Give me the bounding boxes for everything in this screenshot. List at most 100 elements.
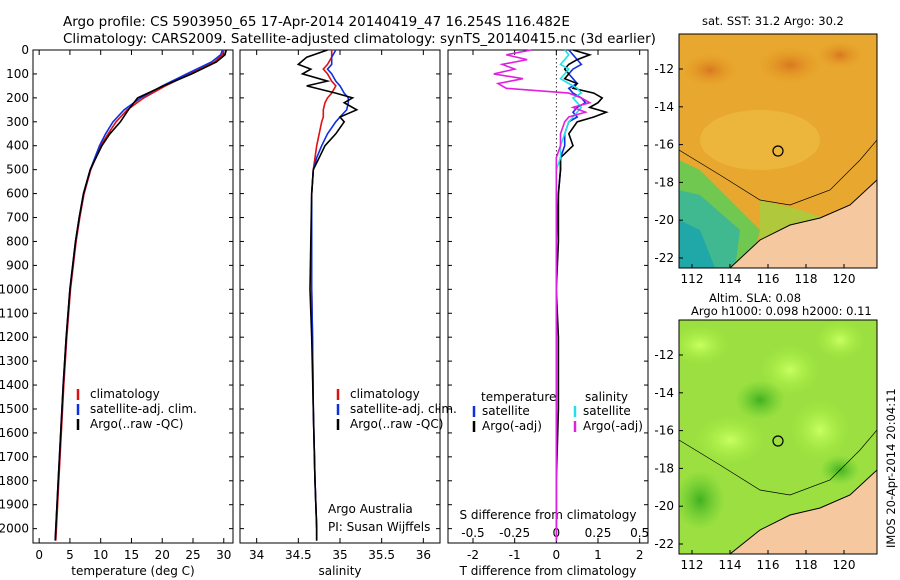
map-ytick-label: -12 (654, 348, 674, 362)
depth-tick-label: 1500 (0, 402, 29, 416)
map-xtick-label: 112 (681, 272, 704, 286)
depth-tick-label: 1900 (0, 498, 29, 512)
depth-tick-label: 400 (6, 139, 29, 153)
map-ytick-label: -22 (654, 537, 674, 551)
difference-s-tick-label: 0.25 (585, 526, 612, 540)
temperature-xtick-label: 15 (124, 548, 139, 562)
salinity-xlabel: salinity (318, 564, 361, 578)
footer-stamp: IMOS 20-Apr-2014 20:04:11 (884, 388, 898, 548)
temperature-xtick-label: 25 (185, 548, 200, 562)
title-line-2: Climatology: CARS2009. Satellite-adjuste… (63, 31, 656, 47)
map-ytick-label: -14 (654, 100, 674, 114)
difference-xlabel: T difference from climatology (459, 564, 637, 578)
temperature-legend-label: climatology (90, 387, 160, 401)
depth-tick-label: 1100 (0, 306, 29, 320)
temperature-xtick-label: 30 (216, 548, 231, 562)
difference-xtick-label: 0 (553, 548, 561, 562)
map-xtick-label: 118 (795, 272, 818, 286)
salinity-legend-label: climatology (350, 387, 420, 401)
depth-tick-label: 500 (6, 163, 29, 177)
depth-tick-label: 300 (6, 115, 29, 129)
depth-tick-label: 1800 (0, 474, 29, 488)
map-xtick-label: 112 (681, 558, 704, 572)
salinity-legend-label: Argo(..raw -QC) (350, 417, 443, 431)
difference-s-tick-label: 0.5 (630, 526, 649, 540)
temperature-series-0 (55, 49, 225, 541)
depth-tick-label: 1200 (0, 330, 29, 344)
difference-legend-label: satellite (583, 404, 631, 418)
difference-series-0 (555, 49, 587, 541)
temperature-xtick-label: 0 (35, 548, 43, 562)
map-ytick-label: -20 (654, 213, 674, 227)
map-ytick-label: -14 (654, 386, 674, 400)
difference-frame (447, 49, 649, 544)
depth-tick-label: 100 (6, 67, 29, 81)
legend-title-salinity: salinity (585, 390, 628, 404)
map-xtick-label: 116 (757, 272, 780, 286)
sst-map-title: sat. SST: 31.2 Argo: 30.2 (702, 14, 844, 28)
difference-xtick-label: -1 (509, 548, 521, 562)
map-ytick-label: -16 (654, 424, 674, 438)
salinity-xtick-label: 34.5 (285, 548, 312, 562)
map-xtick-label: 120 (833, 558, 856, 572)
difference-series-2 (555, 49, 583, 541)
difference-s-tick-label: -0.25 (499, 526, 530, 540)
difference-s-tick-label: -0.5 (461, 526, 484, 540)
title-line-1: Argo profile: CS 5903950_65 17-Apr-2014 … (63, 14, 570, 30)
temperature-xtick-label: 10 (93, 548, 108, 562)
map-xtick-label: 114 (719, 558, 742, 572)
depth-tick-label: 1300 (0, 354, 29, 368)
sla-map-title-1: Altim. SLA: 0.08 (709, 291, 801, 305)
s-difference-xlabel: S difference from climatology (460, 508, 637, 522)
salinity-panel: 34 34.5 35 35.5 36 salinity climatologysatelli… (239, 49, 457, 578)
sla-map: Altim. SLA: 0.08 Argo h1000: 0.098 h2000… (654, 291, 878, 572)
depth-tick-label: 900 (6, 258, 29, 272)
map-ytick-label: -12 (654, 62, 674, 76)
salinity-xtick-label: 34 (249, 548, 264, 562)
sla-map-title-2: Argo h1000: 0.098 h2000: 0.11 (691, 304, 872, 318)
temperature-xtick-label: 5 (66, 548, 74, 562)
salinity-xtick-label: 35 (332, 548, 347, 562)
map-ytick-label: -22 (654, 251, 674, 265)
argo-location-marker-sla (772, 435, 784, 447)
difference-legend-label: Argo(-adj) (583, 419, 643, 433)
depth-tick-label: 800 (6, 234, 29, 248)
salinity-xtick-label: 35.5 (368, 548, 395, 562)
map-xtick-label: 120 (833, 272, 856, 286)
depth-tick-label: 700 (6, 211, 29, 225)
temperature-frame (32, 49, 234, 544)
map-xtick-label: 114 (719, 272, 742, 286)
map-ytick-label: -18 (654, 175, 674, 189)
temperature-legend-label: satellite-adj. clim. (90, 402, 197, 416)
argo-location-marker (772, 145, 784, 157)
annotation-line-2: PI: Susan Wijffels (328, 520, 430, 534)
annotation-line-1: Argo Australia (328, 502, 413, 516)
salinity-series-2 (296, 49, 359, 541)
temperature-legend-label: Argo(..raw -QC) (90, 417, 183, 431)
difference-legend-label: satellite (482, 404, 530, 418)
salinity-frame (239, 49, 441, 544)
depth-tick-label: 1600 (0, 426, 29, 440)
depth-tick-label: 600 (6, 187, 29, 201)
difference-legend-label: Argo(-adj) (482, 419, 542, 433)
map-ytick-label: -20 (654, 499, 674, 513)
depth-tick-label: 1000 (0, 282, 29, 296)
map-ytick-label: -16 (654, 138, 674, 152)
depth-tick-label: 0 (21, 43, 29, 57)
temperature-xtick-label: 20 (155, 548, 170, 562)
temperature-xlabel: temperature (deg C) (71, 564, 194, 578)
map-xtick-label: 118 (795, 558, 818, 572)
difference-xtick-label: -2 (467, 548, 479, 562)
depth-tick-label: 200 (6, 91, 29, 105)
sst-map: sat. SST: 31.2 Argo: 30.2 -12 -14 -16 -18 -2… (654, 14, 878, 286)
depth-tick-label: 2000 (0, 522, 29, 536)
map-ytick-label: -18 (654, 461, 674, 475)
map-xtick-label: 116 (757, 558, 780, 572)
depth-tick-label: 1700 (0, 450, 29, 464)
temperature-panel: 0 5 10 15 20 25 30 temperature (deg C) 0 100 200 30… (0, 43, 234, 578)
salinity-xtick-label: 36 (416, 548, 431, 562)
difference-series-3 (493, 49, 592, 541)
difference-xtick-label: 2 (636, 548, 644, 562)
